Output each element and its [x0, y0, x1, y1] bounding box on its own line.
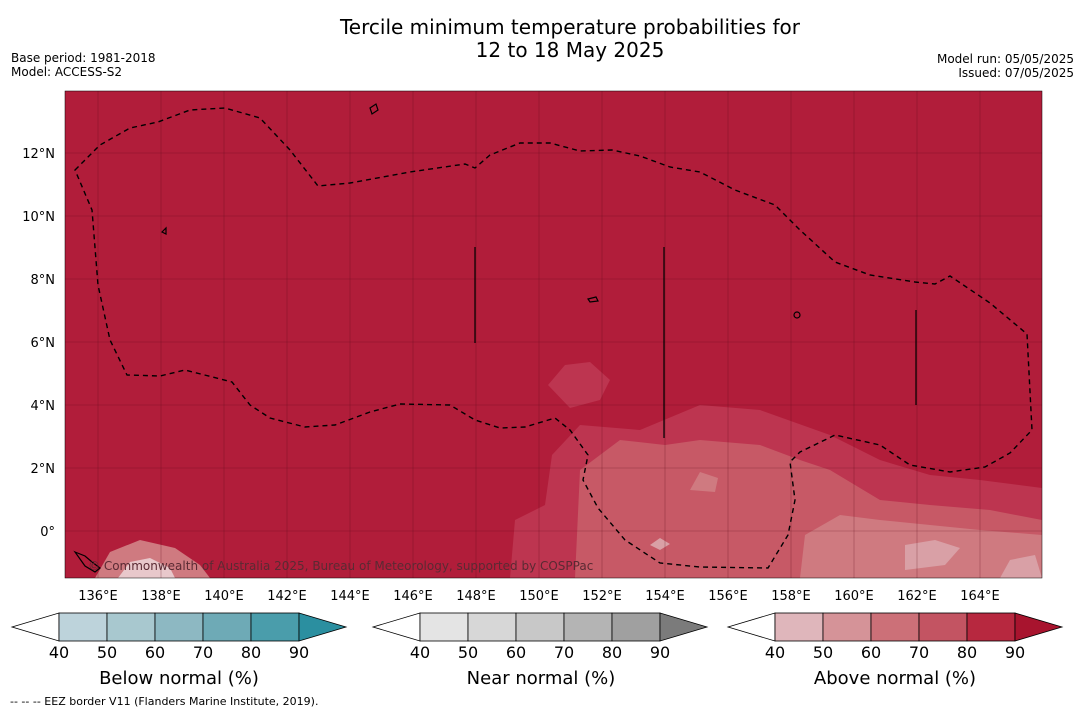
lat-label: 10°N: [22, 210, 55, 225]
colorbar: 40 50 60 70 80 90: [726, 612, 1064, 662]
lat-label: 8°N: [31, 273, 56, 288]
lon-label: 154°E: [645, 589, 685, 604]
colorbar: 40 50 60 70 80 90: [371, 612, 709, 662]
colorbar-tick: 50: [813, 643, 833, 662]
colorbar-tick: 70: [554, 643, 574, 662]
colorbar-segment: [202, 612, 252, 642]
colorbar-high-extend: [298, 612, 348, 642]
lat-label: 4°N: [31, 399, 56, 414]
colorbar-segment: [774, 612, 824, 642]
above-50-patch: [905, 540, 960, 570]
colorbar-tick: 90: [289, 643, 309, 662]
colorbar-segment: [918, 612, 968, 642]
lon-label: 160°E: [834, 589, 874, 604]
colorbar-tick: 80: [957, 643, 977, 662]
issued-date: Issued: 07/05/2025: [958, 66, 1074, 80]
above-80-patch: [548, 362, 610, 408]
lon-axis-labels: 136°E 138°E 140°E 142°E 144°E 146°E 148°E 150°E…: [78, 589, 1000, 604]
colorbar-tick: 50: [458, 643, 478, 662]
above-50-southwest: [118, 558, 175, 578]
colorbar-tick: 60: [506, 643, 526, 662]
near-normal-title: Near normal (%): [466, 668, 616, 689]
eez-border: [74, 107, 1033, 569]
colorbar-low-extend: [10, 612, 60, 642]
colorbar-tick: 90: [650, 643, 670, 662]
model-run-date: Model run: 05/05/2025: [936, 52, 1074, 66]
colorbar-tick: 60: [145, 643, 165, 662]
lon-label: 136°E: [78, 589, 118, 604]
lon-label: 140°E: [204, 589, 244, 604]
chart-title-line2: 12 to 18 May 2025: [475, 38, 665, 62]
lon-label: 138°E: [141, 589, 181, 604]
lon-label: 150°E: [519, 589, 559, 604]
chart-title-line1: Tercile minimum temperature probabilitie…: [339, 15, 801, 39]
above-50-patch-east: [1000, 555, 1042, 578]
lon-label: 152°E: [582, 589, 622, 604]
colorbar-tick: 40: [49, 643, 69, 662]
colorbar-low-extend: [726, 612, 776, 642]
colorbar-segment: [822, 612, 872, 642]
colorbar-tick: 40: [410, 643, 430, 662]
lon-label: 164°E: [960, 589, 1000, 604]
colorbar-segment: [250, 612, 300, 642]
lat-label: 2°N: [31, 462, 56, 477]
lon-label: 148°E: [456, 589, 496, 604]
colorbar-segment: [563, 612, 613, 642]
eez-footnote: -- -- -- EEZ border V11 (Flanders Marine…: [10, 695, 319, 708]
lon-label: 156°E: [708, 589, 748, 604]
lon-label: 146°E: [393, 589, 433, 604]
lon-label: 142°E: [267, 589, 307, 604]
colorbar-tick: 50: [97, 643, 117, 662]
colorbar-segment: [966, 612, 1016, 642]
colorbar-segment: [106, 612, 156, 642]
colorbar-low-extend: [371, 612, 421, 642]
lat-label: 6°N: [31, 336, 56, 351]
colorbar-tick: 90: [1005, 643, 1025, 662]
below-normal-title: Below normal (%): [99, 668, 259, 689]
colorbar-tick: 70: [193, 643, 213, 662]
lat-axis-labels: 12°N 10°N 8°N 6°N 4°N 2°N 0°: [22, 147, 55, 540]
colorbar: 40 50 60 70 80 90: [10, 612, 348, 662]
map-credit: © Commonwealth of Australia 2025, Bureau…: [88, 559, 593, 573]
colorbar-tick: 60: [861, 643, 881, 662]
colorbar-tick: 70: [909, 643, 929, 662]
colorbar-segment: [870, 612, 920, 642]
colorbar-tick: 80: [602, 643, 622, 662]
above-60-patch: [690, 472, 718, 492]
lon-label: 158°E: [771, 589, 811, 604]
colorbar-high-extend: [1014, 612, 1064, 642]
grid-lines: [65, 91, 1042, 578]
colorbars: 40 50 60 70 80 90 40 50 60 70 80 90 40 50 60 70 80 90: [10, 612, 1064, 662]
colorbar-segment: [611, 612, 661, 642]
colorbar-segment: [419, 612, 469, 642]
lon-label: 144°E: [330, 589, 370, 604]
lat-label: 0°: [40, 525, 55, 540]
above-normal-title: Above normal (%): [813, 668, 977, 689]
colorbar-segment: [467, 612, 517, 642]
colorbar-tick: 80: [241, 643, 261, 662]
above-50-patch-small: [650, 538, 670, 550]
base-period: Base period: 1981-2018: [11, 51, 156, 65]
above-60-southwest: [95, 540, 210, 578]
colorbar-segment: [154, 612, 204, 642]
lon-label: 162°E: [897, 589, 937, 604]
island-outlines: [73, 103, 917, 573]
colorbar-segment: [58, 612, 108, 642]
colorbar-high-extend: [659, 612, 709, 642]
lat-label: 12°N: [22, 147, 55, 162]
colorbar-tick: 40: [765, 643, 785, 662]
model-name: Model: ACCESS-S2: [11, 65, 123, 79]
colorbar-segment: [515, 612, 565, 642]
